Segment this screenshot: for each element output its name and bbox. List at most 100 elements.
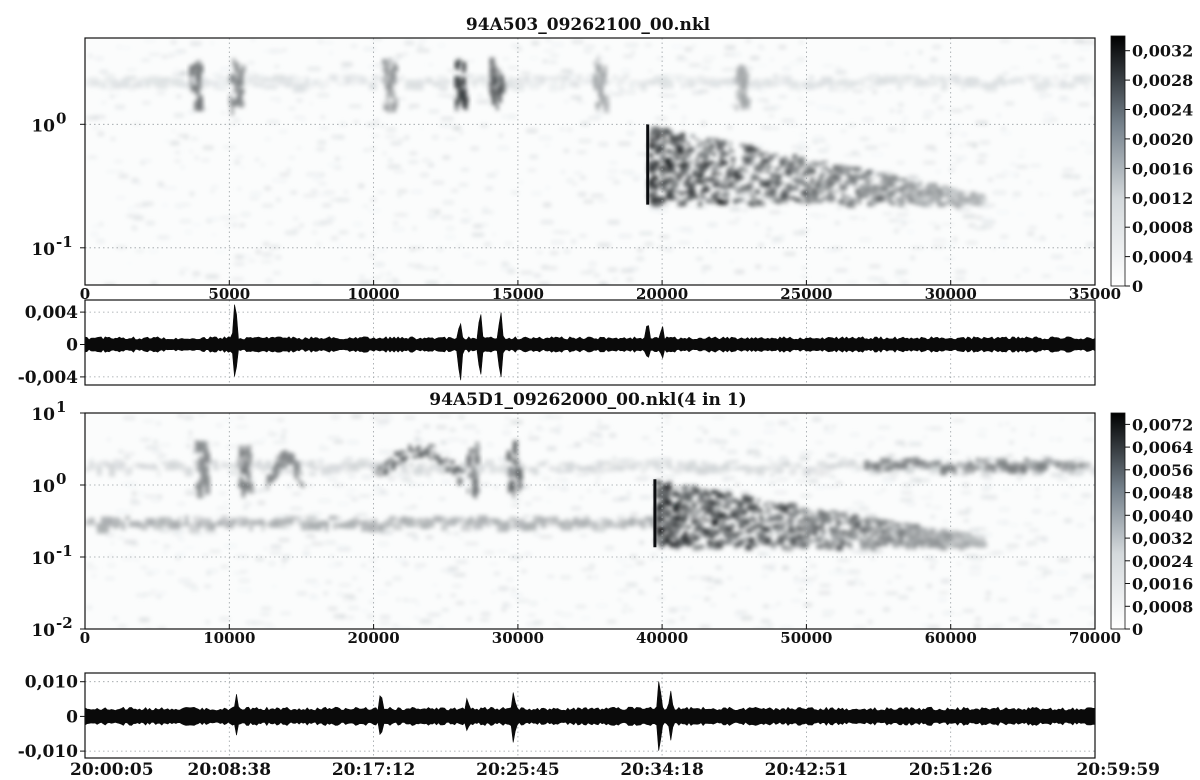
burst-cell — [197, 64, 203, 70]
texture-speck — [782, 66, 791, 71]
texture-speck — [837, 517, 841, 521]
texture-speck — [726, 84, 732, 89]
texture-speck — [618, 142, 631, 146]
texture-speck — [428, 63, 434, 66]
band-cell — [249, 76, 258, 84]
band-cell — [529, 521, 537, 528]
event-cell — [759, 194, 768, 198]
texture-speck — [1051, 254, 1063, 259]
event-cell — [670, 534, 678, 539]
texture-speck — [420, 619, 432, 624]
y-tick-label: 0,004 — [25, 303, 78, 323]
event-cell — [714, 532, 720, 536]
texture-speck — [470, 146, 479, 151]
texture-speck — [445, 137, 457, 140]
band-cell — [561, 462, 567, 466]
band-cell — [161, 461, 173, 465]
event-cell — [969, 196, 977, 201]
band-cell — [129, 82, 136, 91]
arc-cell — [282, 459, 285, 463]
burst-cell — [604, 65, 607, 77]
band-cell — [349, 519, 355, 525]
event-cell — [685, 494, 693, 501]
event-cell — [925, 541, 930, 545]
texture-speck — [894, 229, 899, 233]
texture-speck — [1093, 501, 1095, 504]
event-cell — [914, 202, 921, 205]
event-cell — [760, 527, 765, 530]
texture-speck — [812, 140, 819, 144]
texture-speck — [317, 193, 330, 196]
band-cell — [605, 80, 610, 86]
event-cell — [739, 531, 745, 535]
event-cell — [965, 199, 972, 202]
texture-speck — [252, 489, 261, 493]
band-cell — [465, 466, 469, 473]
texture-speck — [385, 135, 396, 138]
texture-speck — [847, 581, 857, 585]
event-cell — [724, 187, 728, 191]
event-cell — [859, 527, 868, 533]
event-cell — [651, 198, 657, 202]
texture-speck — [524, 552, 532, 557]
texture-speck — [132, 491, 137, 496]
band-cell — [673, 74, 685, 80]
texture-speck — [501, 263, 510, 267]
texture-speck — [340, 122, 346, 124]
event-cell — [908, 536, 916, 541]
texture-speck — [567, 76, 579, 80]
band-cell — [829, 81, 833, 92]
event-cell — [790, 505, 798, 511]
texture-speck — [180, 268, 190, 270]
texture-speck — [727, 125, 732, 130]
burst-cell — [197, 81, 202, 89]
band-cell — [181, 522, 190, 527]
texture-speck — [778, 420, 788, 425]
texture-speck — [502, 602, 509, 606]
texture-speck — [988, 576, 1000, 580]
event-cell — [953, 539, 960, 544]
texture-speck — [425, 281, 439, 285]
texture-speck — [927, 625, 940, 629]
event-cell — [704, 177, 712, 182]
texture-speck — [1041, 538, 1048, 542]
event-cell — [808, 198, 817, 204]
texture-speck — [445, 235, 456, 239]
band-cell — [661, 521, 669, 531]
texture-speck — [473, 530, 479, 533]
event-cell — [686, 184, 692, 188]
texture-speck — [384, 417, 394, 420]
texture-speck — [379, 489, 386, 494]
texture-speck — [758, 98, 769, 101]
event-cell — [683, 520, 687, 523]
band-cell — [105, 74, 115, 80]
texture-speck — [976, 216, 983, 219]
event-cell — [828, 177, 834, 180]
texture-speck — [1085, 200, 1095, 203]
burst-cell — [240, 65, 246, 73]
arc-cell — [401, 459, 406, 463]
texture-speck — [511, 593, 523, 597]
band-cell — [97, 467, 102, 476]
event-cell — [882, 530, 890, 534]
texture-speck — [453, 573, 466, 577]
texture-speck — [388, 158, 393, 162]
texture-speck — [947, 132, 952, 136]
texture-speck — [99, 222, 104, 226]
event-cell — [751, 517, 757, 524]
texture-speck — [969, 572, 981, 575]
event-cell — [666, 541, 671, 545]
texture-speck — [1046, 193, 1050, 196]
texture-speck — [1057, 478, 1068, 481]
texture-speck — [532, 497, 542, 501]
band-cell — [465, 74, 476, 79]
texture-speck — [782, 565, 788, 570]
event-cell — [755, 189, 759, 192]
band-cell — [397, 77, 401, 82]
texture-speck — [932, 245, 944, 249]
event-cell — [841, 541, 849, 544]
burst-cell — [198, 460, 202, 472]
event-cell — [785, 535, 790, 539]
event-cell — [826, 513, 829, 516]
event-cell — [812, 522, 815, 526]
